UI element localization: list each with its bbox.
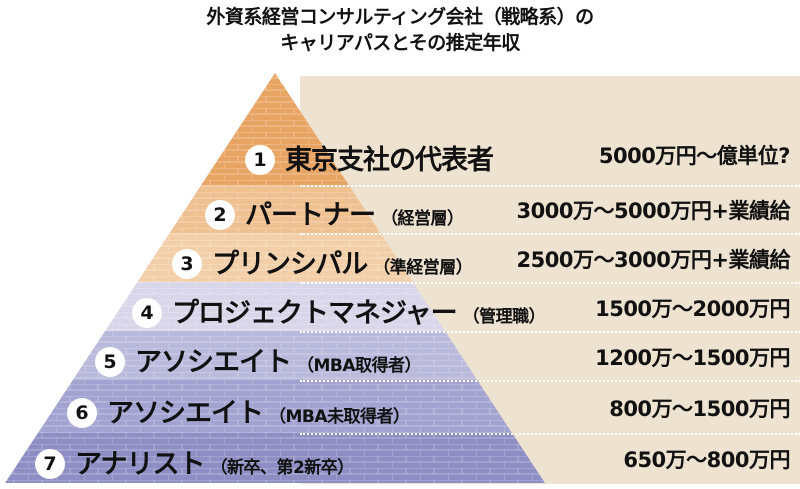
title-line-1: 外資系経営コンサルティング会社（戦略系）の xyxy=(206,6,594,28)
tier-7: 7 アナリスト （新卒、第2新卒） 650万～800万円 xyxy=(0,434,800,482)
tier-separator xyxy=(300,331,800,333)
tier-3: 3 プリンシパル （準経営層） 2500万～3000万円+業績給 xyxy=(0,234,800,282)
tier-6-label: 6 アソシエイト （MBA未取得者） xyxy=(67,391,410,431)
tier-1-number: 1 xyxy=(245,145,275,175)
tier-2: 2 パートナー （経営層） 3000万～5000万円+業績給 xyxy=(0,185,800,233)
tier-5: 5 アソシエイト （MBA取得者） 1200万～1500万円 xyxy=(0,332,800,380)
tier-7-number: 7 xyxy=(35,449,65,479)
tier-5-role: アソシエイト xyxy=(135,346,292,378)
tier-3-level: （準経営層） xyxy=(373,257,473,278)
tier-6-level: （MBA未取得者） xyxy=(269,406,410,427)
tier-3-label: 3 プリンシパル （準経営層） xyxy=(172,242,473,282)
tier-4-salary: 1500万～2000万円 xyxy=(595,296,790,321)
tier-4-number: 4 xyxy=(132,297,162,328)
tier-2-number: 2 xyxy=(205,200,235,230)
tier-1-role: 東京支社の代表者 xyxy=(285,145,494,176)
tier-2-role: パートナー xyxy=(245,200,376,231)
tier-6-number: 6 xyxy=(67,397,97,428)
tier-separator xyxy=(300,282,800,284)
tier-separator xyxy=(300,233,800,235)
tier-6: 6 アソシエイト （MBA未取得者） 800万～1500万円 xyxy=(0,383,800,431)
diagram-title: 外資系経営コンサルティング会社（戦略系）の キャリアパスとその推定年収 xyxy=(0,4,800,56)
tier-2-label: 2 パートナー （経営層） xyxy=(205,193,464,233)
tier-7-salary: 650万～800万円 xyxy=(623,448,790,472)
tier-5-salary: 1200万～1500万円 xyxy=(595,345,790,370)
tier-5-level: （MBA取得者） xyxy=(297,355,422,376)
tier-6-role: アソシエイト xyxy=(107,397,264,429)
tier-4: 4 プロジェクトマネジャー （管理職） 1500万～2000万円 xyxy=(0,283,800,331)
tier-1-label: 1 東京支社の代表者 xyxy=(245,138,494,178)
tier-6-salary: 800万～1500万円 xyxy=(609,396,790,421)
tier-1: 1 東京支社の代表者 5000万円～億単位? xyxy=(0,130,800,178)
tier-4-level: （管理職） xyxy=(462,306,546,327)
tier-4-label: 4 プロジェクトマネジャー （管理職） xyxy=(132,291,546,331)
tier-3-salary: 2500万～3000万円+業績給 xyxy=(516,247,791,272)
tier-separator xyxy=(300,433,800,435)
tier-2-level: （経営層） xyxy=(381,209,464,229)
tier-separator xyxy=(300,185,800,187)
tier-1-salary: 5000万円～億単位? xyxy=(598,144,791,168)
tier-3-number: 3 xyxy=(172,248,202,279)
tier-5-number: 5 xyxy=(95,346,125,377)
tier-7-label: 7 アナリスト （新卒、第2新卒） xyxy=(35,442,354,482)
tier-7-role: アナリスト xyxy=(75,449,205,480)
tier-2-salary: 3000万～5000万円+業績給 xyxy=(516,199,791,223)
tier-separator xyxy=(300,380,800,382)
tier-3-role: プリンシパル xyxy=(212,248,368,280)
title-line-2: キャリアパスとその推定年収 xyxy=(280,32,520,54)
tier-7-level: （新卒、第2新卒） xyxy=(210,458,354,478)
tier-4-role: プロジェクトマネジャー xyxy=(172,297,458,329)
tier-5-label: 5 アソシエイト （MBA取得者） xyxy=(95,340,422,380)
